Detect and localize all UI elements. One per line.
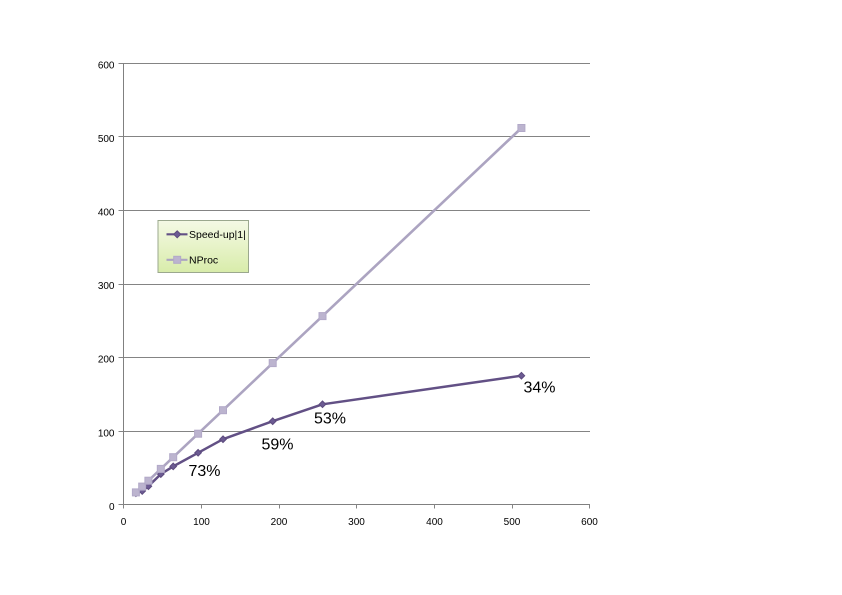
svg-text:59%: 59% [262,437,294,454]
svg-text:200: 200 [271,517,288,528]
svg-text:600: 600 [581,517,598,528]
svg-text:500: 500 [98,134,115,145]
svg-text:300: 300 [348,517,365,528]
svg-text:400: 400 [98,207,115,218]
svg-text:600: 600 [98,60,115,71]
svg-text:300: 300 [98,281,115,292]
svg-text:Speed-up|1|: Speed-up|1| [189,229,246,241]
svg-text:100: 100 [98,428,115,439]
svg-text:0: 0 [109,502,115,513]
svg-text:34%: 34% [524,379,556,396]
svg-text:400: 400 [426,517,443,528]
svg-text:0: 0 [121,517,127,528]
svg-text:73%: 73% [189,463,221,480]
svg-text:53%: 53% [314,410,346,427]
svg-text:100: 100 [193,517,210,528]
svg-text:500: 500 [504,517,521,528]
svg-text:NProc: NProc [189,255,218,267]
svg-text:200: 200 [98,354,115,365]
